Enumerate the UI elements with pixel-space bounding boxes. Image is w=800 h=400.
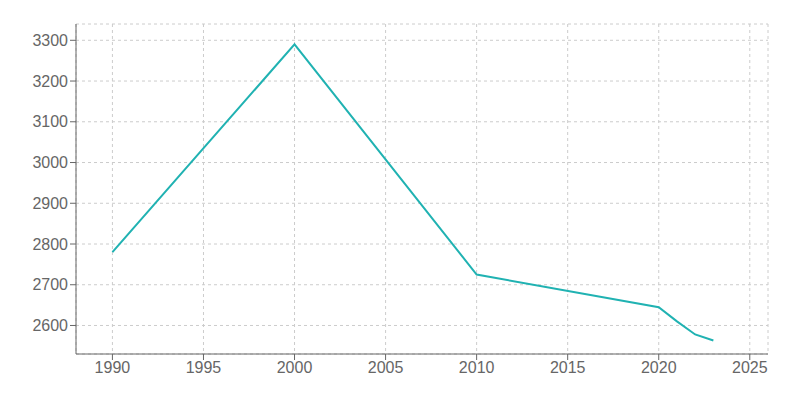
svg-text:3200: 3200 [32,73,68,90]
svg-text:2020: 2020 [641,359,677,376]
svg-text:2015: 2015 [550,359,586,376]
svg-text:1995: 1995 [186,359,222,376]
svg-text:2005: 2005 [368,359,404,376]
svg-text:1990: 1990 [95,359,131,376]
svg-text:2025: 2025 [732,359,768,376]
svg-text:2000: 2000 [277,359,313,376]
svg-text:3300: 3300 [32,32,68,49]
svg-text:3100: 3100 [32,113,68,130]
svg-text:2600: 2600 [32,317,68,334]
svg-text:3000: 3000 [32,154,68,171]
svg-text:2010: 2010 [459,359,495,376]
svg-text:2900: 2900 [32,195,68,212]
svg-text:2700: 2700 [32,276,68,293]
svg-text:2800: 2800 [32,236,68,253]
